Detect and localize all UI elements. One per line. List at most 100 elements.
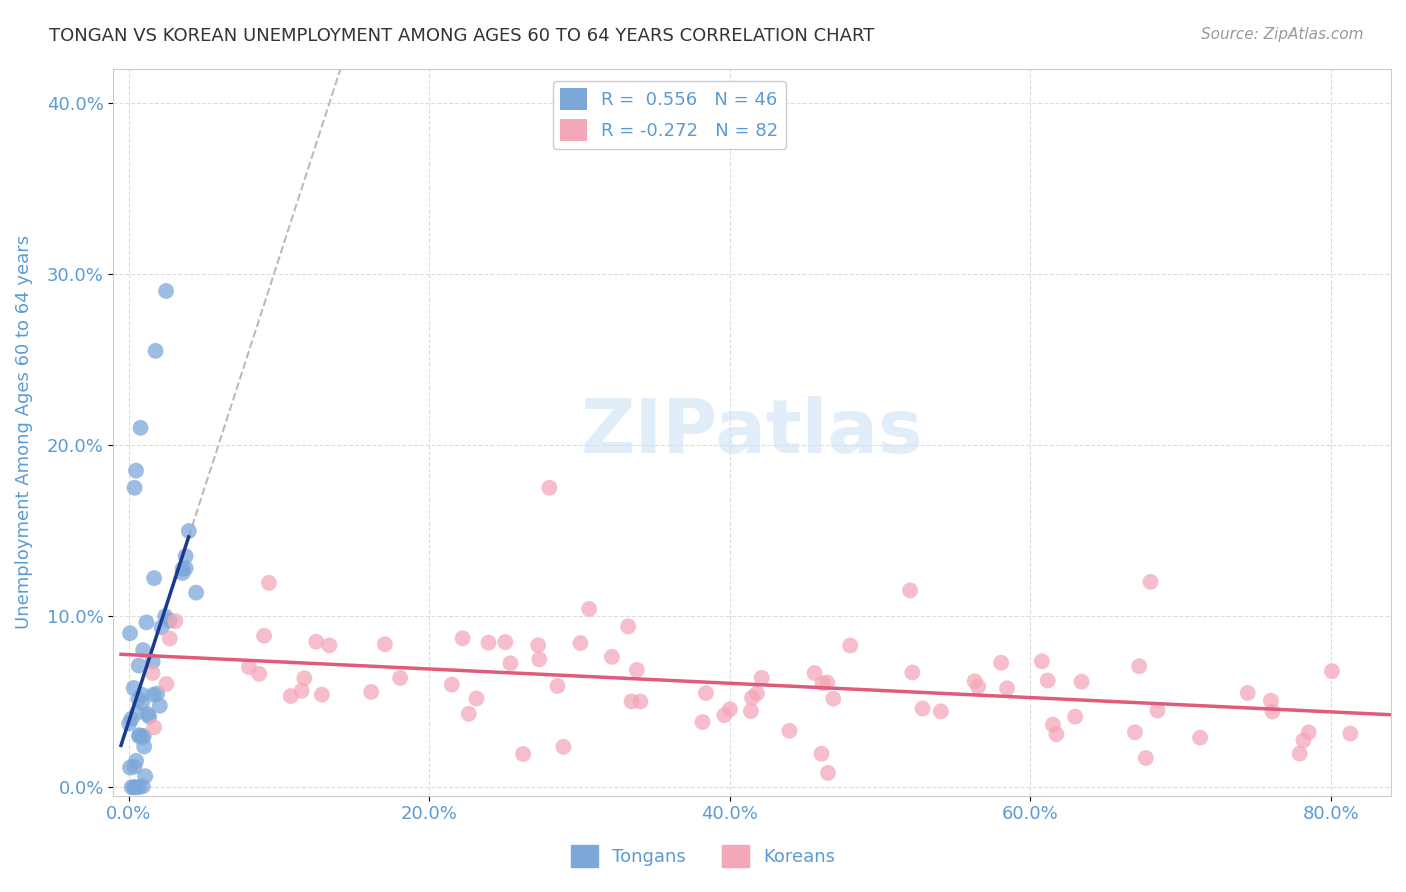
- Point: [129, 421, 152, 435]
- Point: [967, 680, 990, 694]
- Point: [1189, 731, 1212, 745]
- Point: [811, 676, 834, 690]
- Point: [128, 728, 150, 742]
- Legend: R =  0.556   N = 46, R = -0.272   N = 82: R = 0.556 N = 46, R = -0.272 N = 82: [553, 81, 786, 149]
- Point: [817, 766, 839, 780]
- Point: [146, 687, 169, 701]
- Point: [529, 652, 551, 666]
- Point: [280, 689, 302, 703]
- Point: [124, 481, 146, 495]
- Point: [132, 729, 155, 743]
- Point: [172, 562, 194, 576]
- Point: [569, 636, 592, 650]
- Point: [128, 658, 150, 673]
- Point: [149, 698, 172, 713]
- Point: [172, 566, 194, 580]
- Text: ZIPatlas: ZIPatlas: [581, 396, 924, 468]
- Point: [155, 609, 177, 624]
- Point: [1236, 686, 1258, 700]
- Point: [124, 760, 146, 774]
- Point: [127, 691, 149, 706]
- Point: [142, 654, 165, 668]
- Point: [1042, 717, 1064, 731]
- Text: TONGAN VS KOREAN UNEMPLOYMENT AMONG AGES 60 TO 64 YEARS CORRELATION CHART: TONGAN VS KOREAN UNEMPLOYMENT AMONG AGES…: [49, 27, 875, 45]
- Point: [122, 681, 145, 695]
- Point: [1260, 693, 1282, 707]
- Point: [143, 571, 166, 585]
- Point: [125, 706, 148, 720]
- Point: [159, 614, 181, 628]
- Point: [1288, 747, 1310, 761]
- Point: [132, 643, 155, 657]
- Point: [128, 729, 150, 743]
- Point: [136, 707, 159, 722]
- Point: [125, 754, 148, 768]
- Point: [118, 716, 141, 731]
- Point: [318, 638, 340, 652]
- Point: [121, 712, 143, 726]
- Point: [292, 671, 315, 685]
- Point: [174, 561, 197, 575]
- Point: [1036, 673, 1059, 688]
- Point: [360, 685, 382, 699]
- Point: [155, 284, 177, 298]
- Point: [159, 632, 181, 646]
- Point: [184, 585, 207, 599]
- Point: [150, 620, 173, 634]
- Text: Source: ZipAtlas.com: Source: ZipAtlas.com: [1201, 27, 1364, 42]
- Point: [751, 671, 773, 685]
- Point: [451, 632, 474, 646]
- Point: [810, 747, 832, 761]
- Point: [1139, 574, 1161, 589]
- Point: [745, 686, 768, 700]
- Point: [118, 626, 141, 640]
- Point: [247, 666, 270, 681]
- Point: [131, 731, 153, 745]
- Point: [778, 723, 800, 738]
- Point: [142, 665, 165, 680]
- Point: [911, 701, 934, 715]
- Point: [291, 683, 314, 698]
- Point: [1135, 751, 1157, 765]
- Point: [1261, 705, 1284, 719]
- Point: [1339, 726, 1361, 740]
- Point: [803, 666, 825, 681]
- Point: [1320, 664, 1343, 678]
- Point: [134, 739, 156, 754]
- Point: [815, 675, 838, 690]
- Point: [1146, 704, 1168, 718]
- Point: [839, 639, 862, 653]
- Point: [132, 779, 155, 793]
- Point: [617, 619, 640, 633]
- Point: [177, 524, 200, 538]
- Point: [128, 780, 150, 795]
- Point: [155, 677, 177, 691]
- Point: [995, 681, 1018, 696]
- Point: [1031, 654, 1053, 668]
- Point: [125, 780, 148, 795]
- Point: [713, 708, 735, 723]
- Point: [253, 629, 276, 643]
- Point: [494, 635, 516, 649]
- Point: [740, 704, 762, 718]
- Point: [121, 780, 143, 795]
- Point: [1298, 725, 1320, 739]
- Point: [131, 688, 153, 702]
- Point: [118, 761, 141, 775]
- Point: [122, 780, 145, 795]
- Point: [311, 688, 333, 702]
- Point: [718, 702, 741, 716]
- Point: [440, 678, 463, 692]
- Point: [477, 635, 499, 649]
- Point: [538, 481, 561, 495]
- Point: [389, 671, 412, 685]
- Point: [1123, 725, 1146, 739]
- Point: [134, 769, 156, 783]
- Point: [512, 747, 534, 761]
- Point: [138, 709, 160, 723]
- Point: [628, 694, 651, 708]
- Point: [600, 649, 623, 664]
- Point: [626, 663, 648, 677]
- Point: [990, 656, 1012, 670]
- Point: [695, 686, 717, 700]
